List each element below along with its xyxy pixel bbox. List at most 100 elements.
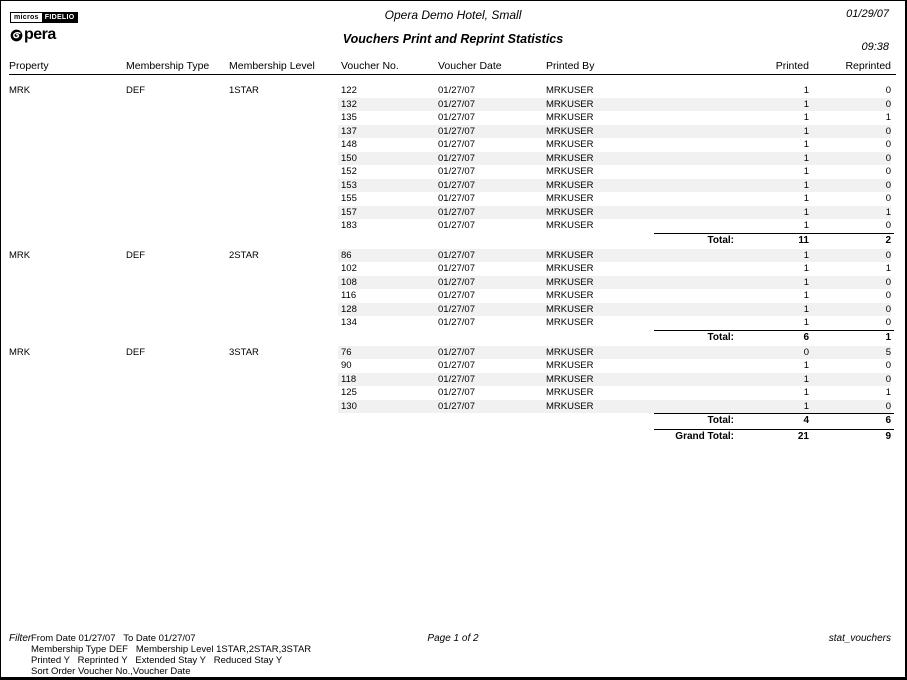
- total-reprinted-cell: 2: [885, 234, 891, 246]
- total-label: Total:: [707, 234, 734, 246]
- voucher-date-cell: 01/27/07: [438, 263, 475, 274]
- total-label: Total:: [707, 331, 734, 343]
- printed-by-cell: MRKUSER: [546, 179, 594, 191]
- printed-by-cell: MRKUSER: [546, 220, 594, 231]
- voucher-no-cell: 150: [341, 152, 357, 164]
- voucher-no-cell: 148: [341, 139, 357, 150]
- voucher-row: 134 01/27/07 MRKUSER 1 0: [1, 316, 905, 330]
- membership-type-cell: DEF: [126, 346, 145, 358]
- opera-logo-text: pera: [24, 26, 56, 43]
- printed-by-cell: MRKUSER: [546, 85, 594, 96]
- printed-by-cell: MRKUSER: [546, 139, 594, 150]
- reprinted-cell: 0: [885, 139, 891, 150]
- printed-by-cell: MRKUSER: [546, 290, 594, 301]
- total-row: Total: 4 6: [1, 413, 905, 429]
- col-header-property: Property: [9, 60, 49, 72]
- voucher-no-cell: 132: [341, 98, 357, 110]
- printed-by-cell: MRKUSER: [546, 152, 594, 164]
- total-label: Total:: [707, 415, 734, 426]
- total-label: Grand Total:: [675, 431, 734, 442]
- voucher-date-cell: 01/27/07: [438, 193, 475, 204]
- voucher-date-cell: 01/27/07: [438, 166, 475, 177]
- voucher-date-cell: 01/27/07: [438, 152, 475, 164]
- voucher-row: 108 01/27/07 MRKUSER 1 0: [1, 275, 905, 290]
- opera-swirl-icon: [10, 29, 23, 41]
- voucher-date-cell: 01/27/07: [438, 290, 475, 301]
- reprinted-cell: 0: [885, 85, 891, 96]
- printed-cell: 1: [803, 166, 809, 177]
- printed-cell: 1: [803, 317, 809, 328]
- voucher-date-cell: 01/27/07: [438, 387, 475, 398]
- voucher-no-cell: 157: [341, 206, 357, 218]
- printed-cell: 1: [803, 206, 809, 218]
- filter-label: Filter: [9, 633, 32, 644]
- printed-by-cell: MRKUSER: [546, 346, 594, 358]
- printed-by-cell: MRKUSER: [546, 263, 594, 274]
- total-printed-cell: 6: [803, 331, 809, 343]
- printed-cell: 1: [803, 373, 809, 385]
- printed-by-cell: MRKUSER: [546, 303, 594, 315]
- header-divider: [9, 74, 896, 75]
- report-title: Vouchers Print and Reprint Statistics: [342, 32, 564, 46]
- voucher-no-cell: 108: [341, 276, 357, 288]
- reprinted-cell: 1: [885, 206, 891, 218]
- col-header-membership-type: Membership Type: [126, 60, 210, 72]
- voucher-no-cell: 86: [341, 249, 352, 261]
- total-printed-cell: 11: [798, 234, 809, 246]
- printed-cell: 1: [803, 220, 809, 231]
- filter-line-dates: From Date 01/27/07 To Date 01/27/07: [31, 633, 196, 644]
- page-number: Page 1 of 2: [427, 633, 479, 644]
- voucher-row: 152 01/27/07 MRKUSER 1 0: [1, 165, 905, 179]
- voucher-row: MRK DEF 2STAR 86 01/27/07 MRKUSER 1 0: [1, 248, 905, 263]
- voucher-row: 132 01/27/07 MRKUSER 1 0: [1, 97, 905, 112]
- voucher-no-cell: 118: [341, 373, 357, 385]
- voucher-row: 135 01/27/07 MRKUSER 1 1: [1, 111, 905, 125]
- voucher-date-cell: 01/27/07: [438, 112, 475, 123]
- col-header-reprinted: Reprinted: [845, 60, 891, 72]
- printed-by-cell: MRKUSER: [546, 249, 594, 261]
- voucher-no-cell: 116: [341, 290, 357, 301]
- voucher-row: 125 01/27/07 MRKUSER 1 1: [1, 386, 905, 400]
- printed-cell: 1: [803, 125, 809, 137]
- voucher-row: 116 01/27/07 MRKUSER 1 0: [1, 289, 905, 303]
- printed-by-cell: MRKUSER: [546, 125, 594, 137]
- printed-by-cell: MRKUSER: [546, 98, 594, 110]
- printed-by-cell: MRKUSER: [546, 317, 594, 328]
- hotel-name: Opera Demo Hotel, Small: [384, 8, 522, 22]
- reprinted-cell: 1: [885, 112, 891, 123]
- micros-fidelio-badge: micros FIDELIO: [10, 12, 79, 23]
- membership-level-cell: 2STAR: [229, 249, 259, 261]
- total-reprinted-cell: 6: [885, 415, 891, 426]
- printed-by-cell: MRKUSER: [546, 276, 594, 288]
- total-printed-cell: 4: [803, 415, 809, 426]
- voucher-date-cell: 01/27/07: [438, 400, 475, 412]
- voucher-date-cell: 01/27/07: [438, 220, 475, 231]
- printed-by-cell: MRKUSER: [546, 360, 594, 371]
- reprinted-cell: 1: [885, 263, 891, 274]
- reprinted-cell: 0: [885, 179, 891, 191]
- printed-cell: 1: [803, 98, 809, 110]
- opera-logo: pera: [10, 26, 78, 44]
- reprinted-cell: 0: [885, 360, 891, 371]
- printed-cell: 1: [803, 193, 809, 204]
- micros-fidelio-logo: micros FIDELIO pera: [10, 6, 79, 44]
- membership-level-cell: 1STAR: [229, 85, 259, 96]
- printed-cell: 1: [803, 152, 809, 164]
- report-id: stat_vouchers: [828, 633, 891, 644]
- total-printed-cell: 21: [797, 431, 809, 442]
- property-cell: MRK: [9, 249, 31, 261]
- voucher-row: MRK DEF 3STAR 76 01/27/07 MRKUSER 0 5: [1, 345, 905, 360]
- total-row: Total: 11 2: [1, 232, 905, 249]
- voucher-no-cell: 102: [341, 263, 357, 274]
- fidelio-label: FIDELIO: [41, 13, 78, 22]
- voucher-no-cell: 130: [341, 400, 357, 412]
- col-header-voucher-no: Voucher No.: [341, 60, 399, 72]
- reprinted-cell: 0: [885, 220, 891, 231]
- filter-line-sort-order: Sort Order Voucher No.,Voucher Date: [31, 666, 191, 677]
- reprinted-cell: 0: [885, 125, 891, 137]
- report-time: 09:38: [861, 41, 889, 53]
- col-header-voucher-date: Voucher Date: [438, 60, 502, 72]
- voucher-no-cell: 135: [341, 112, 357, 123]
- voucher-row: 128 01/27/07 MRKUSER 1 0: [1, 302, 905, 317]
